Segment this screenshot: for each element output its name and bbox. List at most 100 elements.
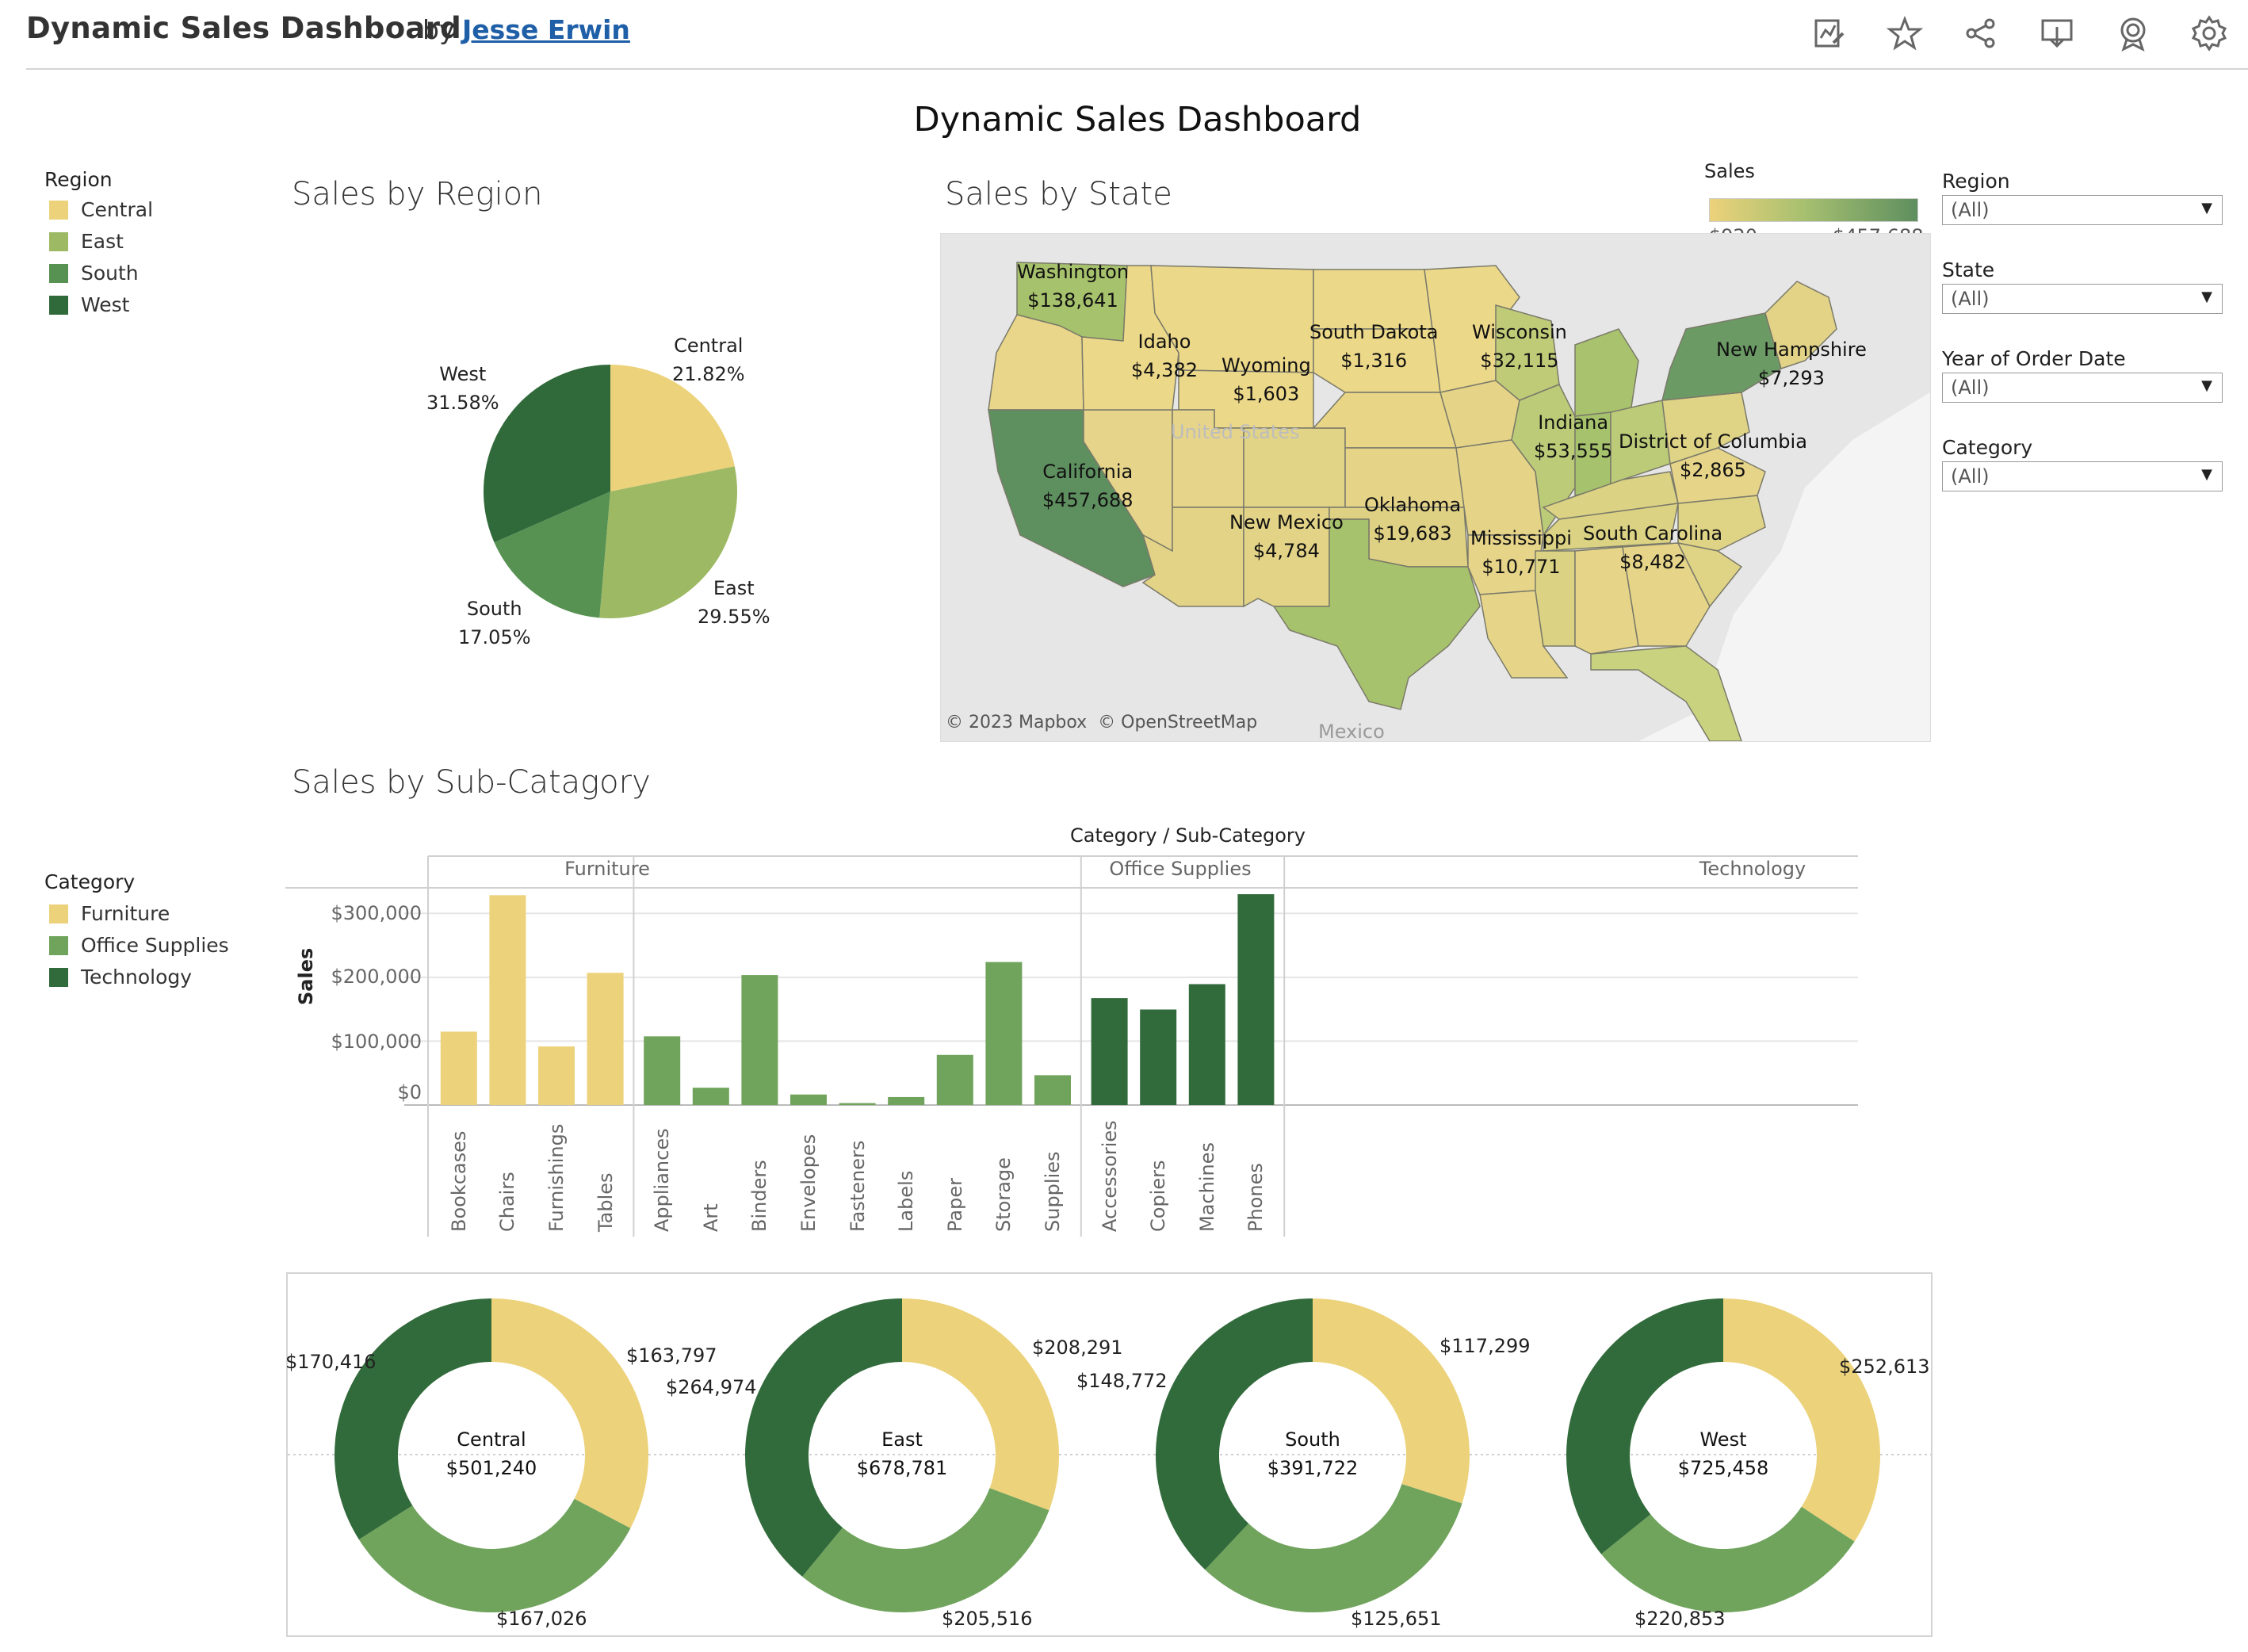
download-icon[interactable] <box>2038 14 2076 52</box>
share-icon[interactable] <box>1962 14 2000 52</box>
sales-legend-title: Sales <box>1704 160 1755 182</box>
bar-accessories[interactable] <box>1091 998 1128 1105</box>
bar-supplies[interactable] <box>1034 1075 1071 1105</box>
map-label-new-hampshire: New Hampshire $7,293 <box>1716 338 1867 389</box>
pie-slice-central[interactable] <box>610 365 735 491</box>
us-map-shapes <box>941 234 1930 741</box>
map-label-washington: Washington $138,641 <box>1017 261 1130 312</box>
donut-south-technology-label: $148,772 <box>1076 1370 1168 1392</box>
category-header-furniture: Furniture <box>564 858 650 880</box>
filter-year-select[interactable]: (All) ▼ <box>1942 373 2223 403</box>
subcategory-label: Art <box>699 1203 722 1232</box>
pie-slice-west[interactable] <box>484 365 610 543</box>
bar-furnishings[interactable] <box>538 1046 575 1105</box>
region-pie-chart <box>484 365 737 618</box>
bar-bookcases[interactable] <box>440 1031 477 1105</box>
donut-central <box>335 1298 648 1612</box>
star-icon[interactable] <box>1886 14 1924 52</box>
bar-storage[interactable] <box>985 962 1023 1105</box>
donut-central-furniture-label: $163,797 <box>626 1344 717 1367</box>
subcategory-label: Labels <box>895 1170 918 1232</box>
chevron-down-icon: ▼ <box>2201 466 2212 483</box>
donut-segment-technology[interactable] <box>1566 1298 1723 1554</box>
bar-phones[interactable] <box>1237 894 1275 1105</box>
subcategory-label: Supplies <box>1042 1151 1064 1232</box>
donut-west-office-label: $220,853 <box>1634 1608 1726 1630</box>
map-label-south-dakota: South Dakota $1,316 <box>1309 321 1439 372</box>
donut-center-central: Central $501,240 <box>445 1428 537 1479</box>
pie-label-south: South 17.05% <box>458 598 531 648</box>
bar-chairs[interactable] <box>489 895 526 1105</box>
state-georgia <box>1622 542 1711 647</box>
subcategory-label: Chairs <box>496 1172 519 1232</box>
donut-central-office-label: $167,026 <box>496 1608 587 1630</box>
legend-label: Furniture <box>81 902 170 925</box>
pie-slice-east[interactable] <box>599 466 737 618</box>
donut-segment-technology[interactable] <box>744 1298 902 1577</box>
author-link[interactable]: Jesse Erwin <box>462 14 630 45</box>
bar-paper[interactable] <box>936 1054 973 1105</box>
donut-segment-office-supplies[interactable] <box>1601 1506 1855 1612</box>
filter-region-label: Region <box>1942 170 2010 193</box>
bar-labels[interactable] <box>888 1096 925 1105</box>
region-donut-panel <box>286 1272 1933 1637</box>
donut-south <box>1156 1298 1470 1612</box>
bar-envelopes[interactable] <box>790 1094 827 1105</box>
filter-category-select[interactable]: (All) ▼ <box>1942 461 2223 491</box>
legend-label: West <box>81 293 130 316</box>
bar-art[interactable] <box>692 1088 729 1105</box>
legend-label: Office Supplies <box>81 934 229 957</box>
donut-segment-furniture[interactable] <box>1723 1298 1880 1542</box>
donut-segment-furniture[interactable] <box>1313 1298 1470 1504</box>
bar-appliances[interactable] <box>644 1036 681 1105</box>
by-text: by <box>422 14 455 45</box>
filter-value: (All) <box>1951 199 1990 221</box>
filter-state-select[interactable]: (All) ▼ <box>1942 284 2223 314</box>
state-texas <box>1272 518 1481 710</box>
pie-slice-south[interactable] <box>494 491 610 618</box>
state-ohio <box>1610 400 1671 489</box>
region-pie-title: Sales by Region <box>292 176 543 212</box>
filter-value: (All) <box>1951 377 1990 399</box>
donut-segment-technology[interactable] <box>1156 1298 1313 1570</box>
bar-fasteners[interactable] <box>839 1103 876 1105</box>
subcategory-label: Storage <box>992 1157 1015 1232</box>
edit-icon[interactable] <box>1810 14 1848 52</box>
dashboard-title: Dynamic Sales Dashboard <box>913 100 1362 140</box>
top-bar: Dynamic Sales Dashboard by Jesse Erwin <box>26 0 2248 70</box>
donut-east <box>744 1298 1059 1612</box>
map-label-new-mexico: New Mexico $4,784 <box>1229 511 1344 562</box>
map-label-idaho: Idaho $4,382 <box>1131 331 1198 381</box>
filter-region-select[interactable]: (All) ▼ <box>1942 195 2223 225</box>
donut-segment-furniture[interactable] <box>902 1298 1059 1511</box>
map-label-district-of-columbia: District of Columbia $2,865 <box>1619 430 1807 481</box>
bar-copiers[interactable] <box>1140 1009 1177 1105</box>
map-attribution: © 2023 Mapbox © OpenStreetMap <box>946 713 1258 732</box>
donut-west <box>1566 1298 1880 1612</box>
pie-label-west: West 31.58% <box>426 363 499 414</box>
subcat-chart-header: Category / Sub-Category <box>1070 824 1306 847</box>
donut-segment-office-supplies[interactable] <box>802 1488 1049 1612</box>
app-title: Dynamic Sales Dashboard <box>26 11 462 45</box>
badge-icon[interactable] <box>2114 14 2152 52</box>
settings-icon[interactable] <box>2190 14 2228 52</box>
map-label-mississippi: Mississippi $10,771 <box>1470 527 1572 578</box>
donut-segment-furniture[interactable] <box>491 1298 648 1528</box>
bar-binders[interactable] <box>741 975 778 1105</box>
bar-machines[interactable] <box>1188 984 1225 1105</box>
filter-state-label: State <box>1942 258 1995 281</box>
legend-swatch <box>49 232 68 251</box>
legend-label: Technology <box>81 966 193 989</box>
map-label-wyoming: Wyoming $1,603 <box>1221 354 1311 405</box>
bar-tables[interactable] <box>587 973 624 1105</box>
legend-swatch <box>49 936 68 955</box>
legend-swatch <box>49 264 68 283</box>
legend-swatch <box>49 904 68 924</box>
donut-segment-office-supplies[interactable] <box>1205 1484 1462 1612</box>
state-map[interactable]: United States Mexico © 2023 Mapbox © Ope… <box>940 233 1931 742</box>
y-tick: $300,000 <box>331 902 422 924</box>
donut-segment-office-supplies[interactable] <box>358 1498 631 1612</box>
donut-segment-technology[interactable] <box>335 1298 491 1540</box>
legend-label: Central <box>81 198 154 221</box>
donut-east-technology-label: $264,974 <box>666 1376 757 1398</box>
